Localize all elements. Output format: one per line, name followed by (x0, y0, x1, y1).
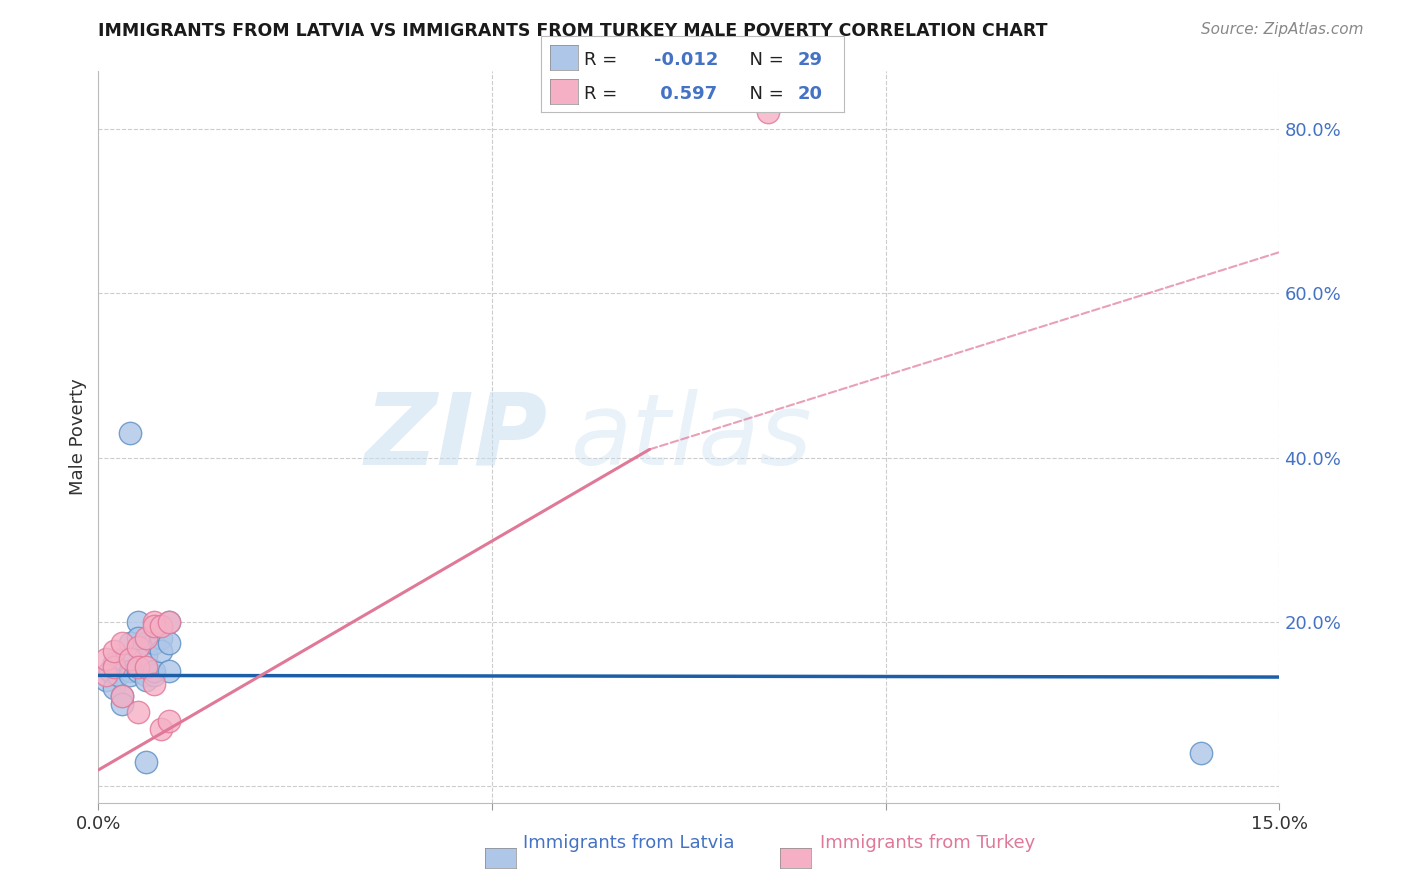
Point (1189, 747, 1212, 761)
Point (103, 644, 125, 658)
Point (127, 665, 149, 679)
Point (118, 635, 141, 649)
Text: R =: R = (583, 51, 623, 69)
Point (135, 635, 157, 649)
Point (142, 615, 165, 629)
Point (111, 689, 134, 703)
Point (157, 615, 180, 629)
Point (107, 668, 129, 682)
Point (96, 668, 118, 682)
Text: N =: N = (738, 85, 790, 103)
Point (127, 632, 149, 646)
Point (756, 105, 779, 120)
Point (127, 615, 149, 629)
Point (150, 632, 173, 646)
Text: R =: R = (583, 85, 623, 103)
Y-axis label: Male Poverty: Male Poverty (69, 379, 87, 495)
Point (135, 660, 157, 674)
Point (127, 640, 149, 654)
Point (103, 660, 125, 674)
Text: IMMIGRANTS FROM LATVIA VS IMMIGRANTS FROM TURKEY MALE POVERTY CORRELATION CHART: IMMIGRANTS FROM LATVIA VS IMMIGRANTS FRO… (98, 22, 1047, 40)
Point (142, 619, 165, 633)
Point (150, 722, 173, 736)
Text: 20: 20 (797, 85, 823, 103)
Point (103, 681, 125, 695)
Text: -0.012: -0.012 (654, 51, 718, 69)
Point (111, 635, 134, 649)
Point (96, 673, 118, 687)
Point (118, 665, 141, 679)
Point (103, 656, 125, 670)
Text: N =: N = (738, 51, 790, 69)
Text: atlas: atlas (571, 389, 813, 485)
Text: Source: ZipAtlas.com: Source: ZipAtlas.com (1201, 22, 1364, 37)
Point (157, 714, 180, 728)
Point (135, 755, 157, 769)
Point (111, 652, 134, 666)
Point (157, 615, 180, 629)
Point (142, 635, 165, 649)
Text: 0.597: 0.597 (654, 85, 717, 103)
Point (127, 660, 149, 674)
Point (118, 425, 141, 440)
Point (96, 652, 118, 666)
Point (98, 665, 121, 679)
Point (118, 668, 141, 682)
Point (150, 644, 173, 658)
Point (127, 706, 149, 720)
Point (142, 676, 165, 690)
Point (157, 635, 180, 649)
Point (150, 619, 173, 633)
Point (111, 697, 134, 711)
Point (118, 652, 141, 666)
Point (135, 648, 157, 662)
Point (135, 673, 157, 687)
Point (157, 665, 180, 679)
Text: Immigrants from Latvia: Immigrants from Latvia (523, 834, 734, 852)
Point (111, 689, 134, 703)
Text: Immigrants from Turkey: Immigrants from Turkey (820, 834, 1035, 852)
Point (135, 668, 157, 682)
Text: ZIP: ZIP (364, 389, 547, 485)
Point (142, 668, 165, 682)
Point (135, 632, 157, 646)
Text: 29: 29 (797, 51, 823, 69)
Point (142, 665, 165, 679)
